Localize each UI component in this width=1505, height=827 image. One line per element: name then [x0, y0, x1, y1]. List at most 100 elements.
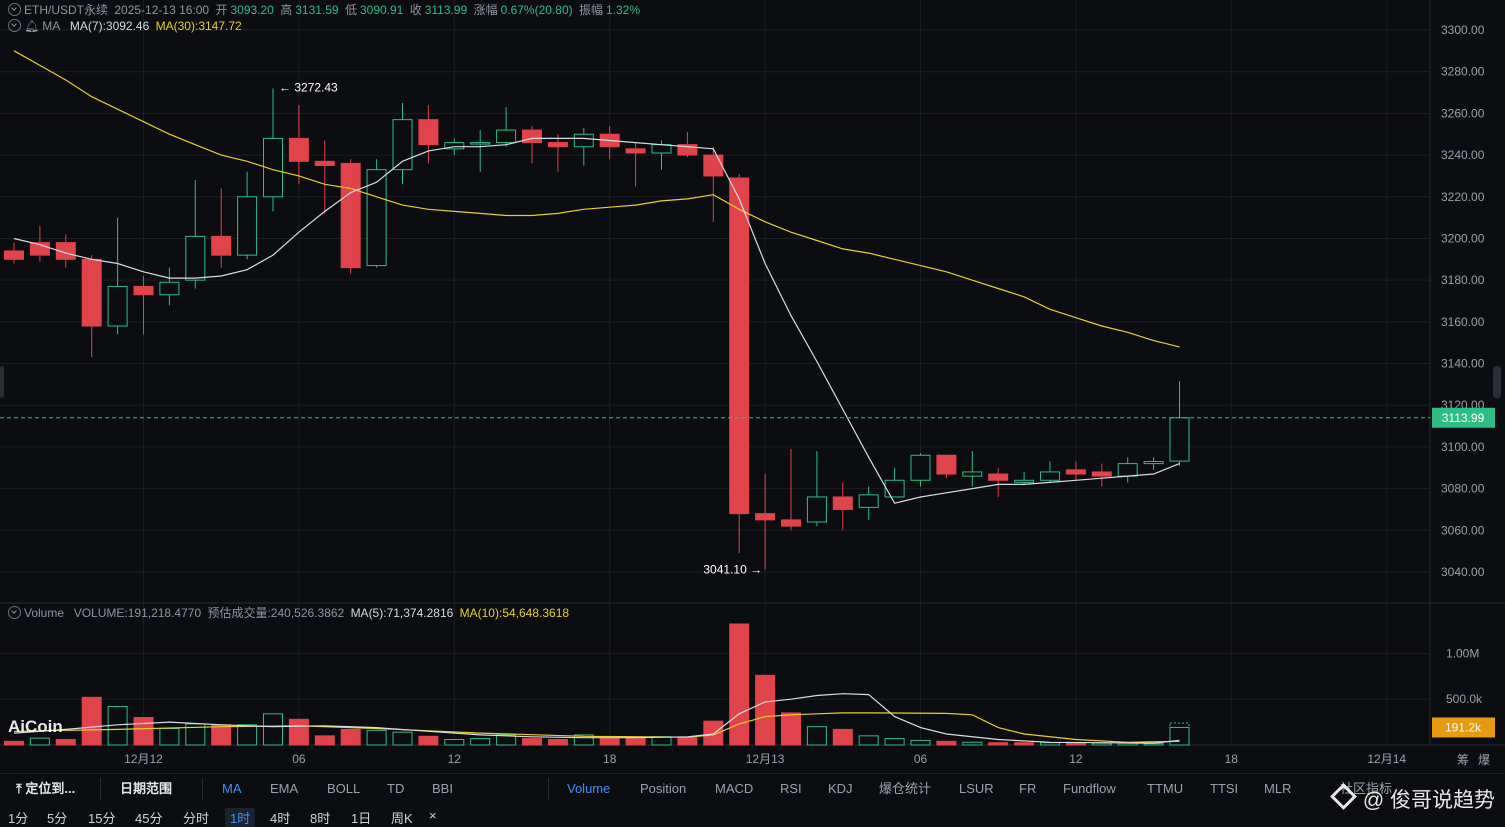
candle-down [1065, 469, 1086, 475]
date-range-button[interactable]: 日期范围 [120, 781, 173, 796]
candle-up [470, 142, 491, 145]
collapse-icon[interactable] [8, 606, 21, 619]
bell-icon[interactable]: 🔔︎ [24, 19, 40, 33]
indicator-td[interactable]: TD [387, 781, 405, 796]
volume-bar-down [832, 728, 853, 746]
timeframe-1d[interactable]: 1日 [351, 811, 372, 826]
volume-bar-down [55, 739, 76, 746]
candle-down [781, 519, 801, 527]
sub-indicator-ttmu[interactable]: TTMU [1147, 781, 1184, 796]
candle-up [263, 137, 283, 198]
volume-bar-up [806, 726, 827, 746]
indicator-ema[interactable]: EMA [270, 781, 299, 796]
volume-bar-up [962, 741, 983, 746]
volume-bar-down [340, 728, 361, 746]
timeframe-15m[interactable]: 15分 [88, 811, 116, 826]
volume-bar-up [1040, 742, 1060, 746]
timeframe-45m[interactable]: 45分 [135, 811, 163, 826]
price-tick-label: 3280.00 [1441, 65, 1485, 79]
indicator-ma[interactable]: MA [222, 781, 242, 796]
volume-bar-down [288, 718, 309, 746]
candle-up [962, 471, 983, 477]
timeframe-week[interactable]: 周K [391, 811, 413, 826]
collapse-icon[interactable] [8, 19, 21, 32]
low-value: 3090.91 [359, 3, 404, 17]
timeframe-4h[interactable]: 4时 [270, 811, 291, 826]
sub-indicator-position[interactable]: Position [640, 781, 687, 796]
time-tick-label: 18 [603, 752, 617, 766]
volume-bar-down [81, 696, 102, 746]
bottom-toolbar: ⤒ 定位到... 日期范围 MA EMA BOLL TD BBI Volume … [0, 773, 1505, 827]
volume-bar-up [237, 724, 258, 746]
volume-bar-down [4, 740, 24, 746]
candle-down [832, 496, 853, 510]
candle-up [1014, 479, 1035, 483]
close-icon[interactable]: × [429, 808, 437, 823]
locate-button[interactable]: ⤒ 定位到... [16, 781, 76, 796]
volume-bar-up [29, 737, 50, 746]
last-price-tag [1432, 407, 1495, 428]
sub-indicator-ttsi[interactable]: TTSI [1210, 781, 1239, 796]
candle-down [936, 454, 957, 475]
sub-indicator-liquidation[interactable]: 爆仓统计 [879, 781, 932, 796]
change-value: 0.67%(20.80) [500, 3, 573, 17]
price-tick-label: 3200.00 [1441, 231, 1485, 245]
price-tick-label: 3140.00 [1441, 357, 1485, 371]
indicator-bbi[interactable]: BBI [432, 781, 453, 796]
volume-bar-up [1091, 742, 1112, 746]
candle-down [340, 162, 361, 269]
sub-indicator-lsur[interactable]: LSUR [959, 781, 994, 796]
indicator-boll[interactable]: BOLL [327, 781, 361, 796]
timeframe-timeshare[interactable]: 分时 [183, 811, 210, 826]
candle-down [288, 137, 309, 162]
candle-up [573, 133, 594, 148]
chip-tag[interactable]: 筹 [1457, 753, 1470, 767]
last-volume-label: 191.2k [1445, 720, 1482, 734]
candle-down [625, 148, 646, 154]
timeframe-5m[interactable]: 5分 [47, 811, 68, 826]
time-tick-label: 12月13 [746, 752, 785, 766]
candle-up [159, 281, 180, 296]
candle-down [522, 129, 542, 144]
volume-bar-down [729, 623, 750, 746]
candle-down [133, 285, 154, 296]
candle-down [988, 473, 1009, 481]
price-tick-label: 3260.00 [1441, 106, 1485, 120]
timeframe-1h[interactable]: 1时 [225, 808, 256, 827]
collapse-icon[interactable] [8, 3, 21, 16]
volume-bar-down [522, 738, 542, 746]
sub-indicator-community[interactable]: 社区指标 [1340, 781, 1393, 796]
volume-bar-down [211, 724, 232, 746]
price-tick-label: 3100.00 [1441, 440, 1485, 454]
sub-indicator-macd[interactable]: MACD [715, 781, 754, 796]
price-tick-label: 3040.00 [1441, 565, 1485, 579]
liquidation-tag[interactable]: 爆 [1478, 753, 1491, 767]
volume-legend: Volume VOLUME:191,218.4770 预估成交量:240,526… [8, 604, 572, 621]
sub-indicator-kdj[interactable]: KDJ [828, 781, 853, 796]
candle-down [4, 250, 24, 260]
sub-indicator-rsi[interactable]: RSI [780, 781, 802, 796]
volume-bar-down [418, 735, 439, 746]
candle-up [651, 144, 672, 154]
volume-bar-up [1143, 743, 1164, 746]
sub-indicator-fr[interactable]: FR [1019, 781, 1037, 796]
volume-bar-up [444, 739, 465, 746]
volume-bar-down [755, 674, 776, 746]
timeframe-8h[interactable]: 8时 [310, 811, 331, 826]
volume-bar-up [910, 739, 931, 746]
symbol: ETH/USDT永续 [24, 3, 109, 17]
candlestick-chart[interactable]: 3040.003060.003080.003100.003120.003140.… [0, 0, 1505, 773]
volume-bar-down [1014, 742, 1035, 746]
sub-indicator-fundflow[interactable]: Fundflow [1063, 781, 1116, 796]
timeframe-1m[interactable]: 1分 [8, 811, 29, 826]
locate-icon: ⤒ [16, 781, 26, 796]
vol-ma5-value: MA(5):71,374.2816 [350, 606, 454, 620]
last-volume-tag [1432, 717, 1495, 738]
sub-indicator-mlr[interactable]: MLR [1264, 781, 1292, 796]
volume-bar-down [781, 712, 801, 746]
time-tick-label: 12 [1069, 752, 1083, 766]
sub-indicator-volume[interactable]: Volume [567, 781, 611, 796]
candle-up [1143, 461, 1164, 465]
volume-ma5-line [13, 693, 1180, 744]
volume-bar-down [703, 720, 724, 746]
